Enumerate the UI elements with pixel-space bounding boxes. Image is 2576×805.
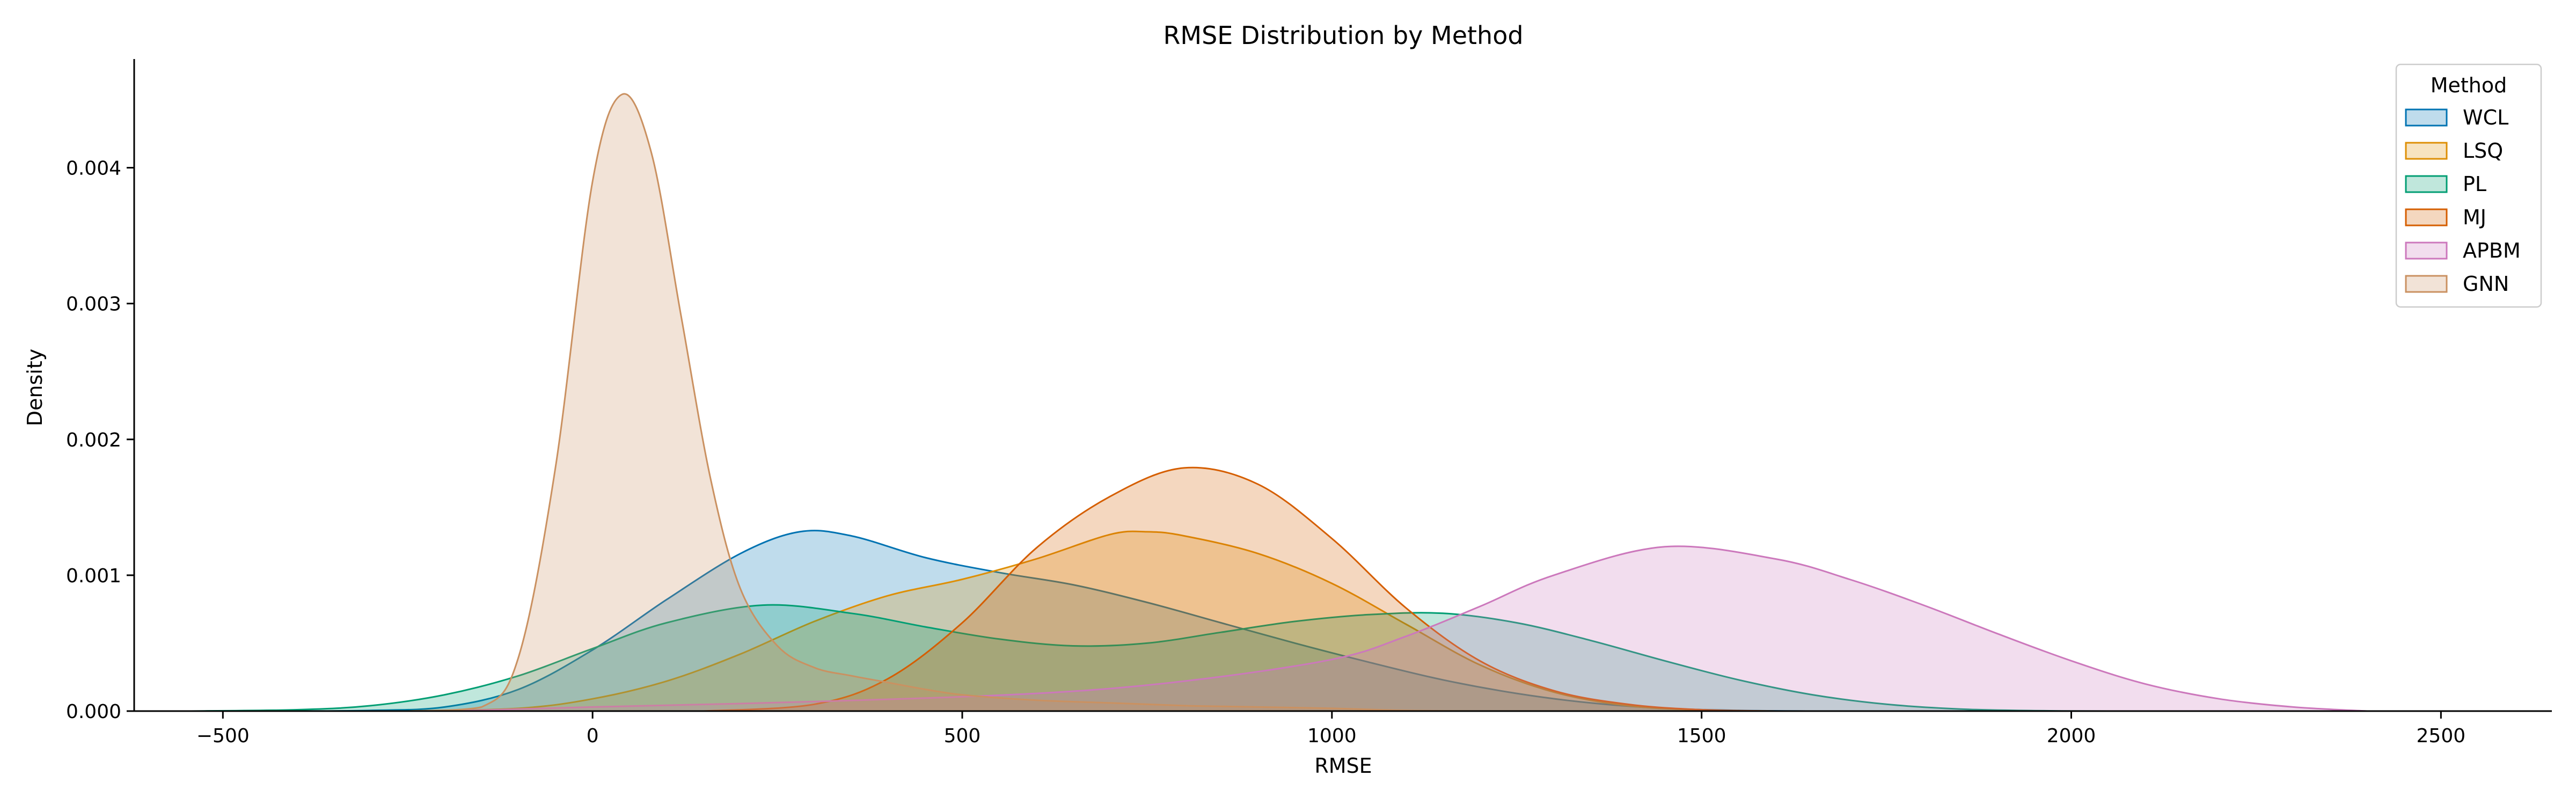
legend-swatch-apbm — [2405, 241, 2448, 260]
series-area-lsq — [407, 531, 1776, 711]
series-area-gnn — [407, 93, 1480, 711]
legend-label-mj: MJ — [2463, 206, 2486, 229]
x-axis-title: RMSE — [1314, 754, 1372, 778]
series-line-wcl — [297, 530, 1813, 712]
legend: Method WCL LSQ PL MJ APBM GNN — [2395, 63, 2542, 308]
y-tick-label: 0.001 — [66, 565, 121, 587]
x-tick-label: 1500 — [1677, 725, 1726, 747]
legend-label-lsq: LSQ — [2463, 139, 2503, 163]
chart-title: RMSE Distribution by Method — [1163, 21, 1523, 50]
y-tick-label: 0.000 — [66, 701, 121, 723]
series-layer — [186, 93, 2367, 712]
x-tick-label: −500 — [196, 725, 250, 747]
legend-label-apbm: APBM — [2463, 239, 2521, 262]
series-area-mj — [703, 467, 1776, 711]
legend-title: Method — [2431, 74, 2507, 97]
y-axis-title: Density — [23, 349, 47, 426]
x-tick-label: 0 — [587, 725, 599, 747]
series-line-mj — [703, 466, 1776, 712]
legend-label-gnn: GNN — [2463, 272, 2509, 296]
y-tick-label: 0.004 — [66, 158, 121, 180]
legend-label-pl: PL — [2463, 172, 2486, 196]
legend-swatch-gnn — [2405, 275, 2448, 293]
legend-label-wcl: WCL — [2463, 106, 2508, 129]
y-tick-label: 0.003 — [66, 294, 121, 316]
legend-swatch-mj — [2405, 208, 2448, 226]
series-line-lsq — [407, 530, 1776, 712]
x-tick-label: 500 — [944, 725, 981, 747]
y-tick-label: 0.002 — [66, 429, 121, 451]
x-tick-label: 1000 — [1307, 725, 1357, 747]
legend-swatch-lsq — [2405, 142, 2448, 160]
series-area-apbm — [444, 546, 2367, 711]
axes-layer: −500 0 500 1000 1500 2000 2500 0.000 0.001 0.002 0… — [66, 59, 2552, 747]
series-line-gnn — [407, 93, 1480, 712]
legend-swatch-wcl — [2405, 108, 2448, 127]
series-line-pl — [186, 604, 2109, 712]
series-area-pl — [186, 605, 2109, 711]
x-tick-label: 2500 — [2417, 725, 2466, 747]
x-tick-label: 2000 — [2047, 725, 2096, 747]
series-area-wcl — [297, 530, 1813, 711]
legend-swatch-pl — [2405, 175, 2448, 193]
series-line-apbm — [444, 545, 2367, 712]
